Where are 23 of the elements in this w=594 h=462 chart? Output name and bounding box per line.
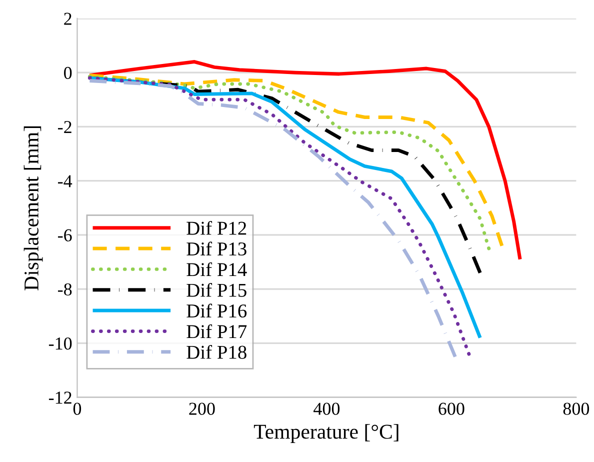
- y-tick-label: -6: [58, 229, 72, 242]
- x-tick-label: 200: [189, 402, 215, 415]
- legend-label: Dif P15: [186, 282, 246, 297]
- y-tick-label: 0: [64, 66, 72, 80]
- x-tick-label: 600: [438, 402, 464, 415]
- y-tick-label: -12: [48, 392, 72, 404]
- x-tick-label: 400: [314, 402, 340, 415]
- legend-label: Dif P18: [186, 344, 246, 359]
- x-tick-label: 0: [73, 402, 82, 415]
- y-tick-label: 2: [64, 12, 72, 25]
- x-axis-title: Temperature [°C]: [254, 424, 398, 444]
- y-tick-label: -2: [58, 121, 72, 133]
- legend-label: Dif P12: [186, 220, 246, 235]
- x-tick-label: 800: [563, 402, 590, 415]
- y-tick-label: -8: [58, 283, 72, 296]
- legend-label: Dif P16: [186, 304, 247, 318]
- legend-label: Dif P14: [186, 262, 247, 276]
- legend-label: Dif P17: [186, 324, 247, 338]
- y-axis-title: Displacement [mm]: [24, 126, 43, 290]
- y-tick-label: -10: [48, 337, 72, 350]
- y-tick-label: -4: [58, 175, 72, 188]
- legend-label: Dif P13: [186, 242, 246, 256]
- line-series: [88, 60, 522, 262]
